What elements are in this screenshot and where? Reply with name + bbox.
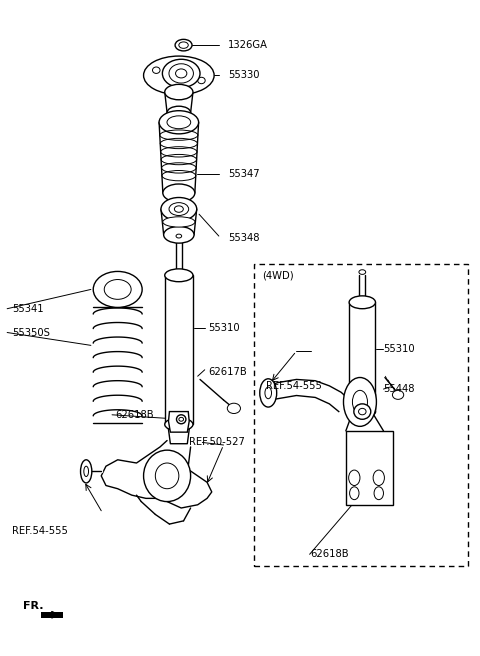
Text: 1326GA: 1326GA: [228, 40, 268, 50]
Ellipse shape: [177, 415, 186, 424]
Bar: [346, 431, 393, 505]
Ellipse shape: [198, 77, 205, 84]
Text: 55448: 55448: [384, 384, 415, 394]
Bar: [254, 264, 468, 566]
Ellipse shape: [81, 460, 92, 483]
Ellipse shape: [179, 42, 188, 49]
Ellipse shape: [344, 377, 376, 426]
Ellipse shape: [354, 404, 371, 419]
Ellipse shape: [163, 184, 195, 202]
Ellipse shape: [159, 111, 199, 134]
Text: REF.54-555: REF.54-555: [12, 525, 68, 535]
Ellipse shape: [165, 269, 193, 281]
Ellipse shape: [349, 405, 375, 418]
Ellipse shape: [374, 487, 384, 500]
Text: 55330: 55330: [228, 70, 260, 80]
Text: 62617B: 62617B: [208, 367, 247, 377]
Ellipse shape: [352, 390, 368, 413]
Ellipse shape: [175, 39, 192, 51]
Ellipse shape: [169, 203, 189, 216]
Ellipse shape: [169, 64, 193, 83]
Ellipse shape: [167, 106, 191, 119]
Text: 62618B: 62618B: [115, 410, 154, 420]
Text: 55348: 55348: [228, 233, 260, 243]
Ellipse shape: [163, 216, 195, 227]
Ellipse shape: [176, 69, 187, 78]
Ellipse shape: [164, 226, 194, 243]
Ellipse shape: [162, 59, 200, 87]
Ellipse shape: [349, 296, 375, 309]
Text: FR.: FR.: [23, 601, 43, 611]
Ellipse shape: [359, 270, 366, 274]
Text: 55310: 55310: [384, 344, 415, 354]
Ellipse shape: [228, 403, 240, 413]
Ellipse shape: [348, 470, 360, 485]
Text: REF.50-527: REF.50-527: [189, 438, 245, 447]
Text: 55350S: 55350S: [12, 327, 50, 337]
Ellipse shape: [153, 67, 160, 73]
Ellipse shape: [174, 206, 183, 213]
Ellipse shape: [84, 466, 88, 476]
Ellipse shape: [161, 197, 197, 220]
Ellipse shape: [179, 417, 183, 421]
Ellipse shape: [165, 418, 193, 431]
Ellipse shape: [260, 379, 276, 407]
Ellipse shape: [349, 487, 359, 500]
Text: 55341: 55341: [12, 304, 44, 314]
Bar: [165, 276, 193, 424]
Text: 55310: 55310: [208, 323, 240, 333]
Ellipse shape: [144, 56, 214, 94]
Ellipse shape: [165, 85, 193, 100]
Bar: [349, 302, 375, 411]
Ellipse shape: [373, 470, 384, 485]
Ellipse shape: [359, 408, 366, 415]
Polygon shape: [41, 612, 63, 618]
Text: (4WD): (4WD): [263, 270, 294, 280]
Text: REF.54-555: REF.54-555: [266, 381, 322, 391]
Text: 62618B: 62618B: [311, 549, 349, 560]
Polygon shape: [168, 411, 189, 432]
Ellipse shape: [144, 450, 191, 502]
Ellipse shape: [176, 234, 181, 238]
Ellipse shape: [93, 272, 142, 308]
Ellipse shape: [393, 390, 404, 400]
Ellipse shape: [156, 463, 179, 489]
Ellipse shape: [104, 279, 131, 299]
Text: 55347: 55347: [228, 169, 260, 178]
Ellipse shape: [167, 116, 191, 129]
Ellipse shape: [265, 387, 272, 399]
